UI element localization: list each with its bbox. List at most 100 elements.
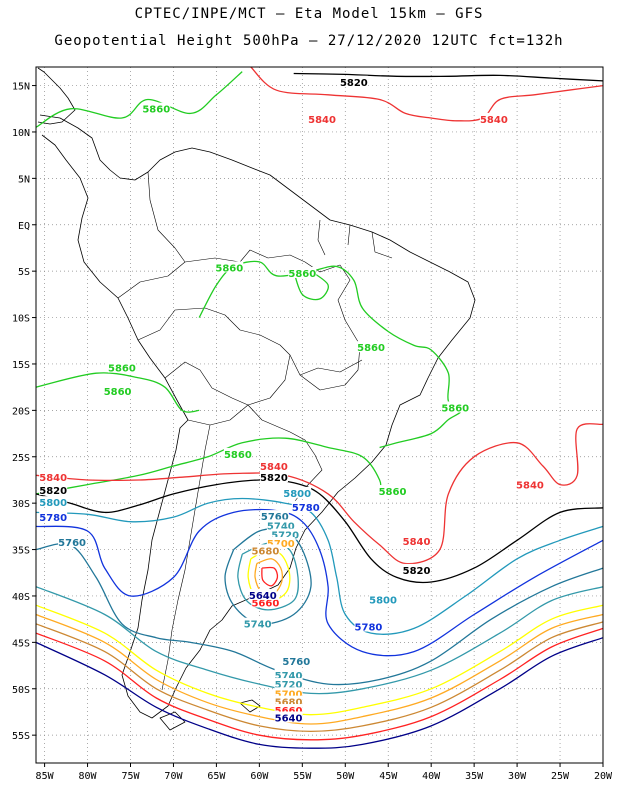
lat-tick-label: 40S: [12, 592, 30, 603]
lat-tick-label: 30S: [12, 499, 30, 510]
contour-label: 5800: [39, 498, 67, 509]
contour-label: 5740: [267, 521, 295, 532]
axis-labels: 15N 10N 5N EQ 5S 10S 15S 20S 25S 30S 35S 40S 45S 50S 5…: [12, 82, 613, 782]
contour-label-bg: [288, 266, 317, 278]
contour-5700: [35, 613, 604, 725]
contour-5660: [261, 566, 279, 587]
contour-label-bg: [282, 654, 311, 666]
contour-5680: [35, 621, 604, 733]
lon-tick-label: 35W: [465, 771, 484, 782]
contour-label-bg: [266, 536, 295, 548]
contour-5860: [35, 437, 382, 495]
lon-tick-label: 20W: [594, 771, 613, 782]
lon-tick-label: 50W: [336, 771, 355, 782]
central-america-coastline: [37, 67, 76, 125]
contour-label: 5760: [58, 538, 86, 549]
contour-label-bg: [259, 471, 288, 483]
south-america-coastline: [39, 114, 476, 719]
contour-label: 5760: [261, 512, 289, 523]
contour-5840: [35, 423, 604, 565]
contour-label: 5860: [215, 263, 243, 274]
contour-label: 5820: [340, 78, 368, 89]
contour-5640: [35, 637, 604, 749]
contour-label: 5840: [39, 473, 67, 484]
contour-5740: [35, 586, 604, 695]
contour-label-bg: [274, 711, 303, 723]
contour-5860: [198, 260, 462, 449]
contour-5760: [35, 542, 604, 686]
contour-label-bg: [308, 112, 337, 124]
lon-tick-label: 55W: [293, 771, 312, 782]
contour-label: 5780: [39, 513, 67, 524]
contour-5660: [35, 627, 604, 741]
contour-label: 5860: [357, 343, 385, 354]
contour-label-bg: [260, 510, 289, 522]
contour-label-bg: [274, 695, 303, 707]
lon-tick-label: 30W: [508, 771, 527, 782]
contour-label: 5640: [249, 591, 277, 602]
contour-label-bg: [58, 536, 87, 548]
contour-label-bg: [283, 486, 312, 498]
contour-label-bg: [515, 478, 544, 490]
lat-tick-label: 5S: [18, 267, 30, 278]
contour-label: 5680: [275, 698, 303, 709]
contour-label: 5860: [379, 487, 407, 498]
lat-tick-label: 5N: [18, 174, 30, 185]
contour-label: 5640: [275, 713, 303, 724]
contour-5860: [35, 372, 200, 413]
contour-label-bg: [402, 563, 431, 575]
contour-label-bg: [369, 593, 398, 605]
contour-label-bg: [39, 471, 68, 483]
contour-label: 5860: [104, 387, 132, 398]
contour-label: 5860: [224, 450, 252, 461]
contour-label: 5780: [292, 503, 320, 514]
contour-label-bg: [243, 617, 272, 629]
contour-label-bg: [274, 687, 303, 699]
contour-label: 5800: [283, 489, 311, 500]
contour-label: 5840: [480, 115, 508, 126]
contour-label-bg: [479, 112, 508, 124]
contour-label: 5780: [355, 623, 383, 634]
map-frame: [35, 66, 604, 764]
lon-tick-label: 65W: [207, 771, 226, 782]
lat-tick-label: 50S: [12, 685, 30, 696]
chart-title: CPTEC/INPE/MCT – Eta Model 15km – GFS: [134, 6, 484, 22]
contour-label: 5740: [244, 620, 272, 631]
lat-tick-label: 25S: [12, 453, 30, 464]
contour-label: 5700: [267, 539, 295, 550]
contour-label-bg: [215, 261, 244, 273]
contour-label: 5760: [282, 657, 310, 668]
contour-label-bg: [402, 535, 431, 547]
contour-label: 5680: [251, 546, 279, 557]
continent-outline: [37, 67, 476, 731]
contour-label: 5740: [275, 671, 303, 682]
lat-tick-label: 15N: [12, 82, 30, 93]
lat-tick-label: 20S: [12, 406, 30, 417]
contour-5780: [35, 508, 604, 657]
lon-tick-label: 80W: [79, 771, 98, 782]
contour-label: 5820: [39, 486, 67, 497]
contour-label: 5720: [271, 531, 299, 542]
contour-label: 5860: [441, 404, 469, 415]
lon-tick-label: 75W: [121, 771, 140, 782]
contour-label: 5800: [369, 596, 397, 607]
contour-label: 5700: [275, 689, 303, 700]
contour-5820: [293, 72, 604, 82]
contour-label: 5840: [403, 537, 431, 548]
contour-label-bg: [378, 485, 407, 497]
contour-label-bg: [39, 511, 68, 523]
contour-label-bg: [223, 447, 252, 459]
lat-tick-label: 45S: [12, 638, 30, 649]
lat-tick-label: 35S: [12, 546, 30, 557]
contour-label-bg: [39, 484, 68, 496]
contour-label: 5860: [108, 364, 136, 375]
contour-label: 5860: [288, 269, 316, 280]
lon-tick-label: 40W: [422, 771, 441, 782]
contour-label: 5860: [142, 105, 170, 116]
contour-label-bg: [291, 500, 320, 512]
contour-5860: [293, 270, 329, 301]
contour-label-bg: [266, 519, 295, 531]
contour-label-bg: [274, 704, 303, 716]
contour-label-bg: [251, 596, 280, 608]
